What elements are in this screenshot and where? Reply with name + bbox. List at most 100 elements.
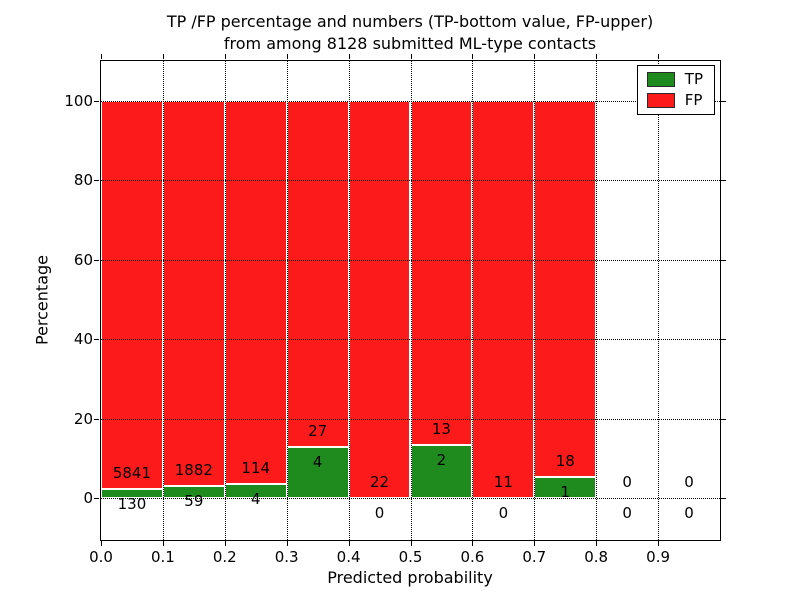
fp-count-label: 27 [308, 421, 328, 440]
x-gridline [410, 61, 412, 540]
y-tick [94, 101, 99, 103]
tp-count-label: 4 [250, 490, 261, 509]
x-tick-top [348, 54, 350, 59]
y-tick [94, 497, 99, 499]
y-tick-label: 100 [64, 92, 93, 111]
x-tick-label: 0.8 [584, 548, 609, 566]
x-gridline [348, 61, 350, 540]
y-tick [94, 339, 99, 341]
y-tick [94, 180, 99, 182]
x-tick-top [162, 54, 164, 59]
x-tick-top [286, 54, 288, 59]
x-tick-top [596, 54, 598, 59]
fp-count-label: 0 [622, 472, 632, 491]
x-tick [348, 541, 350, 546]
legend-swatch-tp [646, 72, 675, 87]
y-tick-label: 80 [73, 171, 93, 190]
y-tick-label: 20 [73, 409, 93, 428]
x-tick [286, 541, 288, 546]
tp-count-label: 0 [374, 503, 385, 522]
x-tick-label: 0.0 [89, 548, 113, 566]
tp-count-label: 130 [117, 495, 147, 514]
x-tick [472, 541, 474, 546]
tp-count-label: 4 [312, 452, 323, 471]
x-tick-top [658, 54, 660, 59]
x-tick-top [534, 54, 536, 59]
x-tick-top [472, 54, 474, 59]
y-tick-label: 40 [73, 330, 93, 349]
bar-segment-fp [162, 101, 225, 486]
y-tick-right [721, 101, 726, 103]
y-tick-right [721, 339, 726, 341]
x-axis-label: Predicted probability [327, 568, 493, 587]
fp-count-label: 18 [555, 452, 575, 471]
bar-segment-fp [101, 101, 163, 490]
y-tick-right [721, 180, 726, 182]
bar-segment-tp [410, 445, 473, 498]
x-tick-label: 0.2 [212, 548, 237, 566]
x-gridline [472, 61, 474, 540]
tp-count-label: 0 [684, 503, 694, 522]
legend-label-fp: FP [684, 91, 703, 109]
fp-count-label: 0 [684, 472, 694, 491]
bar-segment-tp [101, 489, 163, 498]
x-tick-top [410, 54, 412, 59]
x-tick-label: 0.9 [646, 548, 671, 566]
legend-swatch-fp [646, 93, 675, 108]
fp-count-label: 5841 [112, 464, 152, 483]
bar-segment-fp [410, 101, 473, 446]
fp-count-label: 114 [241, 459, 271, 478]
bar-segment-fp [224, 101, 287, 485]
fp-count-label: 1882 [174, 460, 213, 479]
y-tick [94, 259, 99, 261]
x-tick [162, 541, 164, 546]
tp-count-label: 0 [622, 503, 632, 522]
x-tick [534, 541, 536, 546]
y-tick-label: 60 [73, 250, 93, 269]
fp-count-label: 11 [493, 472, 513, 491]
legend-entry-tp: TP [646, 70, 703, 88]
x-tick [410, 541, 412, 546]
x-tick [101, 541, 102, 546]
bar-segment-fp [534, 101, 597, 478]
x-gridline [224, 61, 226, 540]
bar-segment-fp [472, 101, 535, 498]
x-gridline [534, 61, 536, 540]
x-tick-label: 0.7 [522, 548, 547, 566]
chart-title-line-1: TP /FP percentage and numbers (TP-bottom… [166, 12, 654, 31]
bar-segment-fp [286, 101, 349, 447]
x-tick-label: 0.1 [150, 548, 175, 566]
legend: TP FP [636, 65, 715, 115]
x-tick-label: 0.6 [460, 548, 485, 566]
x-tick-top [101, 54, 102, 59]
chart-title-line-2: from among 8128 submitted ML-type contac… [223, 34, 597, 53]
x-gridline [596, 61, 598, 540]
bar-segment-fp [348, 101, 411, 498]
y-tick-right [721, 418, 726, 420]
legend-label-tp: TP [684, 70, 703, 88]
y-tick [94, 418, 99, 420]
bar-segment-tp [286, 446, 349, 498]
y-tick-right [721, 497, 726, 499]
x-tick [658, 541, 660, 546]
fp-count-label: 22 [370, 472, 390, 491]
fp-count-label: 13 [431, 420, 451, 439]
x-gridline [286, 61, 288, 540]
tp-count-label: 1 [560, 483, 571, 502]
x-gridline [658, 61, 660, 540]
x-gridline [162, 61, 164, 540]
plot-area: TP FP 0.0 0.1 0.2 0.3 0.4 0.5 0.6 0.7 0.8 0.9 0 20 40… [64, 54, 726, 566]
x-tick-label: 0.4 [336, 548, 361, 566]
tp-count-label: 59 [184, 491, 204, 510]
tp-count-label: 2 [436, 451, 447, 470]
y-tick-label: 0 [83, 488, 93, 507]
legend-entry-fp: FP [646, 91, 703, 109]
x-tick-label: 0.5 [398, 548, 423, 566]
x-tick-top [224, 54, 226, 59]
x-tick [224, 541, 226, 546]
y-tick-right [721, 259, 726, 261]
tp-count-label: 0 [498, 503, 509, 522]
x-tick-label: 0.3 [274, 548, 299, 566]
x-tick [596, 541, 598, 546]
